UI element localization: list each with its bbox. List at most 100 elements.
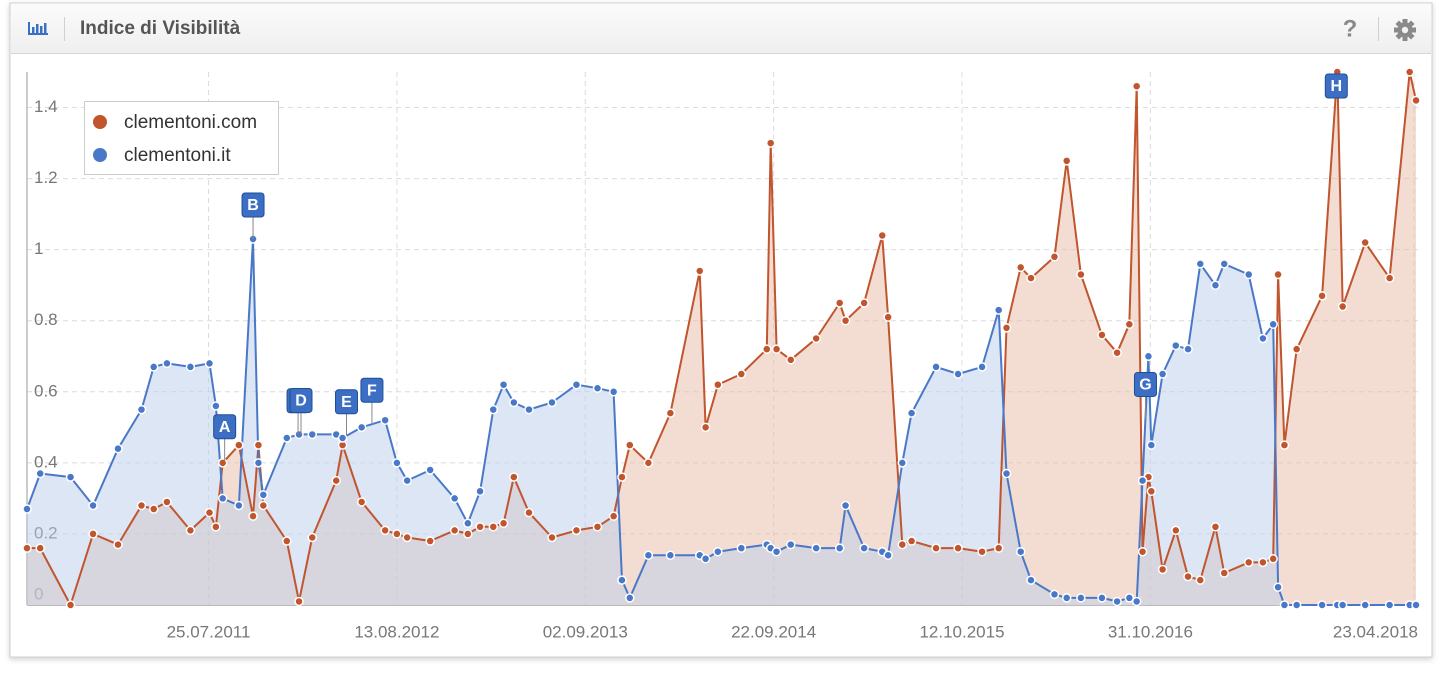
event-marker[interactable]: B bbox=[241, 192, 265, 240]
legend-label: clementoni.com bbox=[124, 112, 257, 133]
point bbox=[700, 422, 711, 433]
event-marker[interactable]: F bbox=[360, 377, 384, 425]
point bbox=[234, 440, 244, 450]
point bbox=[1137, 546, 1148, 557]
point bbox=[1076, 593, 1086, 603]
event-label: B bbox=[247, 197, 259, 214]
point bbox=[834, 298, 845, 308]
point bbox=[1258, 557, 1268, 568]
event-label: E bbox=[341, 394, 352, 411]
point bbox=[1404, 67, 1415, 77]
point bbox=[217, 458, 228, 468]
point bbox=[1015, 546, 1026, 557]
legend-swatch bbox=[93, 115, 107, 129]
point bbox=[1061, 593, 1072, 603]
point bbox=[1157, 564, 1168, 575]
point bbox=[211, 401, 221, 411]
point bbox=[356, 497, 367, 507]
event-badge bbox=[213, 414, 237, 440]
point bbox=[148, 362, 159, 372]
x-tick-label: 13.08.2012 bbox=[354, 622, 439, 641]
event-marker[interactable]: D bbox=[289, 387, 313, 435]
point bbox=[786, 539, 796, 550]
point bbox=[1171, 340, 1181, 351]
point bbox=[771, 344, 782, 354]
point bbox=[897, 539, 908, 550]
point bbox=[1131, 596, 1142, 607]
point bbox=[1317, 600, 1327, 610]
point bbox=[713, 546, 723, 557]
point bbox=[694, 266, 705, 276]
point bbox=[765, 138, 776, 148]
point bbox=[1210, 522, 1221, 532]
point bbox=[1076, 269, 1086, 280]
point bbox=[88, 529, 98, 539]
point bbox=[617, 575, 627, 585]
point bbox=[65, 600, 76, 610]
point bbox=[294, 429, 304, 440]
point bbox=[1112, 347, 1122, 358]
point bbox=[811, 333, 821, 344]
point bbox=[113, 443, 123, 454]
point bbox=[1146, 440, 1157, 450]
y-tick-label: 0.4 bbox=[34, 452, 58, 471]
point bbox=[547, 532, 557, 543]
help-button[interactable]: ? bbox=[1343, 15, 1358, 42]
point bbox=[1291, 344, 1302, 354]
point bbox=[524, 507, 534, 518]
point bbox=[883, 312, 893, 322]
point bbox=[449, 525, 460, 536]
event-marker[interactable]: G bbox=[1133, 371, 1157, 419]
point bbox=[22, 504, 32, 514]
point bbox=[993, 543, 1004, 553]
point bbox=[253, 458, 264, 468]
point bbox=[1291, 600, 1302, 610]
point bbox=[185, 525, 196, 536]
event-marker[interactable]: A bbox=[213, 414, 237, 461]
point bbox=[509, 472, 519, 482]
point bbox=[88, 500, 98, 511]
y-tick-label: 1.2 bbox=[34, 168, 58, 187]
point bbox=[762, 344, 772, 354]
point bbox=[1049, 252, 1060, 262]
point bbox=[509, 397, 519, 408]
point bbox=[931, 362, 941, 372]
point bbox=[771, 546, 782, 557]
area bbox=[27, 239, 1416, 605]
event-badge bbox=[1324, 73, 1348, 99]
point bbox=[877, 230, 887, 241]
point bbox=[1258, 333, 1268, 344]
point bbox=[1061, 156, 1072, 166]
point bbox=[1337, 600, 1348, 610]
settings-button[interactable] bbox=[1394, 19, 1416, 41]
event-marker[interactable]: E bbox=[334, 389, 358, 436]
point bbox=[307, 532, 317, 543]
point bbox=[1360, 600, 1370, 610]
point bbox=[1195, 575, 1206, 585]
point bbox=[859, 298, 869, 308]
x-tick-label: 25.07.2011 bbox=[167, 622, 251, 641]
event-badge bbox=[1133, 371, 1157, 397]
point bbox=[380, 415, 390, 425]
point bbox=[1219, 568, 1229, 578]
point bbox=[185, 362, 196, 372]
point bbox=[1146, 486, 1157, 497]
x-tick-label: 22.09.2014 bbox=[731, 622, 816, 641]
point bbox=[498, 518, 509, 529]
point bbox=[592, 383, 603, 393]
point bbox=[953, 543, 963, 553]
panel-title: Indice di Visibilità bbox=[80, 18, 241, 39]
point bbox=[977, 546, 987, 557]
point bbox=[736, 543, 747, 553]
point bbox=[1026, 273, 1036, 283]
event-marker[interactable]: H bbox=[1324, 73, 1348, 99]
point bbox=[840, 315, 851, 326]
chart-icon bbox=[28, 22, 48, 35]
point bbox=[811, 543, 821, 553]
point bbox=[337, 433, 348, 443]
event-badge bbox=[334, 389, 358, 415]
point bbox=[1268, 319, 1278, 330]
point bbox=[700, 554, 711, 564]
y-tick-label: 0.8 bbox=[34, 310, 58, 329]
point bbox=[592, 522, 603, 532]
